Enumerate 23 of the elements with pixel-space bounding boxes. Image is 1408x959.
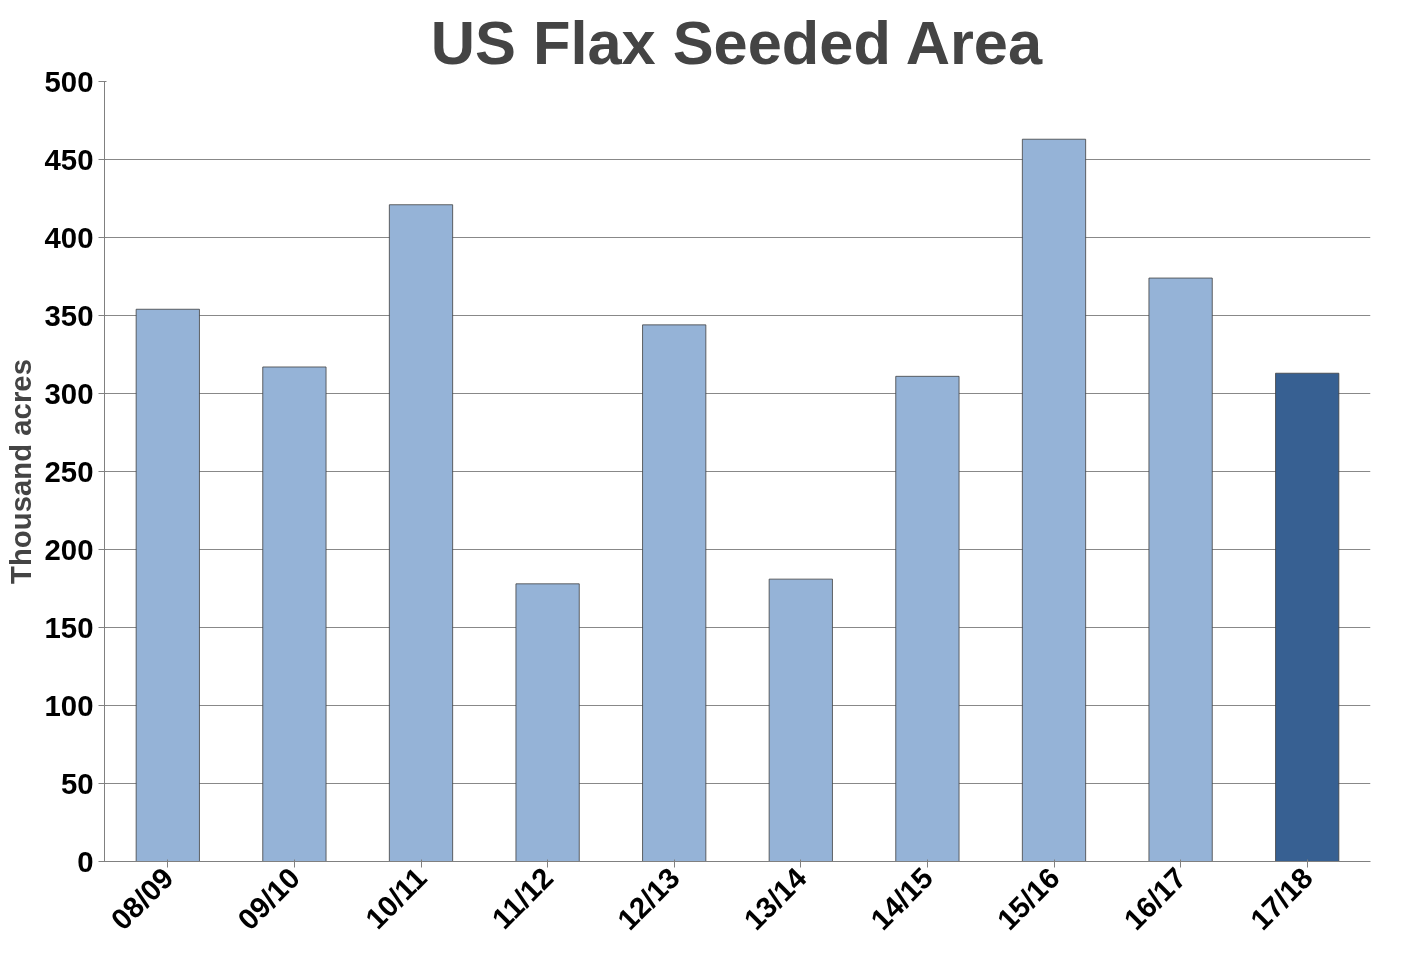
- y-tick-label: 350: [44, 298, 94, 332]
- y-axis-title: Thousand acres: [3, 359, 37, 584]
- y-tick-label: 500: [44, 64, 94, 98]
- bar: [388, 204, 454, 862]
- y-tick-label: 400: [44, 220, 94, 254]
- y-tick-label: 300: [44, 376, 94, 410]
- bar: [135, 308, 200, 862]
- y-tick-label: 50: [60, 766, 94, 800]
- bar: [642, 324, 707, 862]
- bar: [895, 375, 960, 862]
- bar: [1021, 138, 1087, 862]
- y-tick-label: 100: [44, 688, 94, 722]
- y-tick-label: 450: [44, 142, 94, 176]
- bar: [262, 366, 327, 862]
- y-tick-label: 150: [44, 610, 94, 644]
- y-tick-label: 200: [44, 532, 94, 566]
- bar: [1148, 277, 1213, 862]
- bar: [1275, 372, 1340, 862]
- chart-title: US Flax Seeded Area: [430, 7, 1043, 77]
- y-tick-label: 250: [44, 454, 94, 488]
- bar: [768, 578, 833, 862]
- y-tick-label: 0: [77, 844, 94, 878]
- bar: [515, 583, 580, 862]
